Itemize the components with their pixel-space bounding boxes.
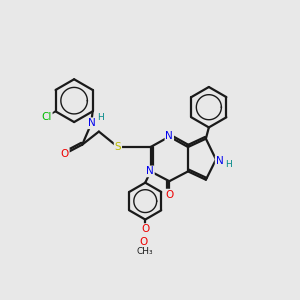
Text: N: N <box>165 131 173 141</box>
Text: N: N <box>216 156 224 166</box>
Text: N: N <box>88 118 96 128</box>
Text: CH₃: CH₃ <box>137 247 154 256</box>
Text: O: O <box>140 236 148 247</box>
Text: O: O <box>141 224 149 234</box>
Text: O: O <box>165 190 173 200</box>
Text: Cl: Cl <box>41 112 52 122</box>
Text: H: H <box>225 160 232 169</box>
Text: N: N <box>146 167 154 176</box>
Text: S: S <box>115 142 121 152</box>
Text: H: H <box>97 113 104 122</box>
Text: O: O <box>61 148 69 159</box>
